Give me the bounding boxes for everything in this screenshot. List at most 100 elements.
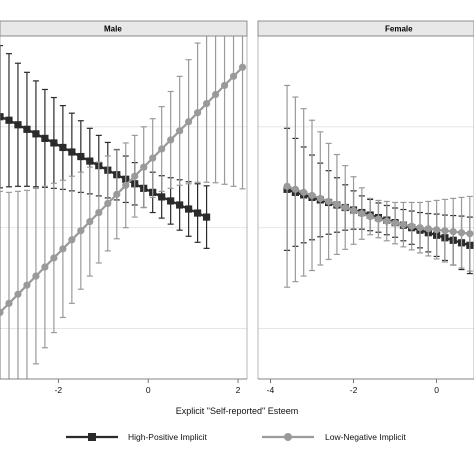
data-point (140, 163, 148, 171)
data-point (149, 154, 157, 162)
data-point (283, 182, 291, 190)
series-female (283, 84, 474, 288)
x-ticks-female: -4 -2 0 (267, 379, 439, 395)
data-point (366, 212, 374, 221)
legend-marker-circle-icon (284, 433, 292, 441)
error-bar (0, 190, 3, 379)
plot-area-male (0, 36, 247, 379)
data-point (194, 109, 202, 117)
data-point (0, 308, 4, 317)
x-tick-label: -4 (267, 385, 275, 395)
x-tick-label: 2 (236, 385, 241, 395)
strip-label-female: Female (385, 25, 413, 34)
x-tick-label: 0 (434, 385, 439, 395)
data-point (32, 130, 40, 138)
series-low-negative (283, 84, 474, 288)
data-point (122, 181, 130, 189)
data-point (316, 194, 324, 203)
data-point (77, 152, 85, 161)
data-point (14, 290, 22, 298)
data-point (202, 213, 211, 221)
data-point (291, 185, 299, 193)
x-tick-label: -2 (55, 385, 63, 395)
data-point (229, 72, 238, 80)
strip-label-male: Male (104, 25, 122, 34)
data-point (77, 227, 85, 235)
data-point (95, 208, 103, 217)
data-point (358, 209, 366, 218)
data-point (383, 217, 391, 225)
data-point (325, 197, 333, 206)
data-point (176, 127, 184, 135)
data-point (408, 222, 416, 230)
data-point (158, 145, 166, 153)
data-point (5, 116, 13, 124)
data-point (399, 221, 407, 229)
data-point (23, 125, 31, 133)
data-point (238, 63, 247, 71)
data-point (424, 225, 432, 233)
data-point (167, 197, 175, 205)
data-point (131, 172, 139, 180)
strip-male (0, 20, 248, 37)
data-point (220, 81, 229, 90)
data-point (158, 193, 166, 201)
error-bar (0, 44, 3, 189)
data-point (194, 209, 202, 217)
data-point (32, 272, 40, 280)
legend-label-high-positive: High-Positive Implicit (128, 432, 208, 442)
data-point (86, 157, 94, 165)
plot-area-female (258, 36, 474, 379)
data-point (41, 263, 49, 271)
data-point (86, 218, 94, 226)
data-point (185, 205, 193, 213)
legend-marker-square-icon (88, 433, 96, 441)
panel-female: Female -4 -2 0 (257, 20, 474, 395)
data-point (341, 203, 349, 212)
data-point (211, 90, 220, 99)
data-point (50, 139, 58, 147)
strip-female (257, 20, 474, 37)
data-point (449, 228, 457, 236)
data-point (374, 215, 383, 223)
panel-male: Male -2 0 2 (0, 20, 248, 395)
data-point (68, 148, 76, 156)
legend: High-Positive Implicit Low-Negative Impl… (66, 432, 406, 442)
series-line (0, 66, 244, 314)
data-point (466, 230, 474, 238)
data-point (416, 224, 424, 232)
data-point (113, 190, 121, 198)
data-point (457, 229, 466, 237)
data-point (176, 201, 184, 209)
data-point (68, 236, 76, 244)
data-point (333, 200, 341, 209)
data-point (308, 191, 316, 199)
x-axis-title: Explicit "Self-reported" Esteem (176, 406, 298, 416)
data-point (433, 226, 441, 234)
data-point (104, 199, 112, 208)
plot-frame-female (257, 35, 474, 380)
legend-label-low-negative: Low-Negative Implicit (325, 432, 406, 442)
data-point (185, 118, 193, 126)
data-point (14, 121, 22, 129)
x-tick-label: 0 (146, 385, 151, 395)
data-point (59, 245, 67, 253)
data-point (59, 143, 67, 152)
data-point (0, 113, 4, 121)
data-point (202, 99, 211, 108)
data-point (5, 299, 13, 307)
data-point (50, 254, 58, 262)
data-point (23, 281, 31, 289)
series-male (0, 36, 247, 379)
data-point (349, 206, 358, 215)
data-point (300, 188, 308, 196)
plot-frame-male (0, 35, 248, 380)
series-high-positive (0, 44, 211, 249)
data-point (167, 136, 175, 144)
x-tick-label: -2 (350, 385, 358, 395)
x-ticks-male: -2 0 2 (55, 379, 241, 395)
data-point (391, 219, 399, 227)
series-low-negative (0, 36, 247, 379)
data-point (41, 134, 49, 142)
